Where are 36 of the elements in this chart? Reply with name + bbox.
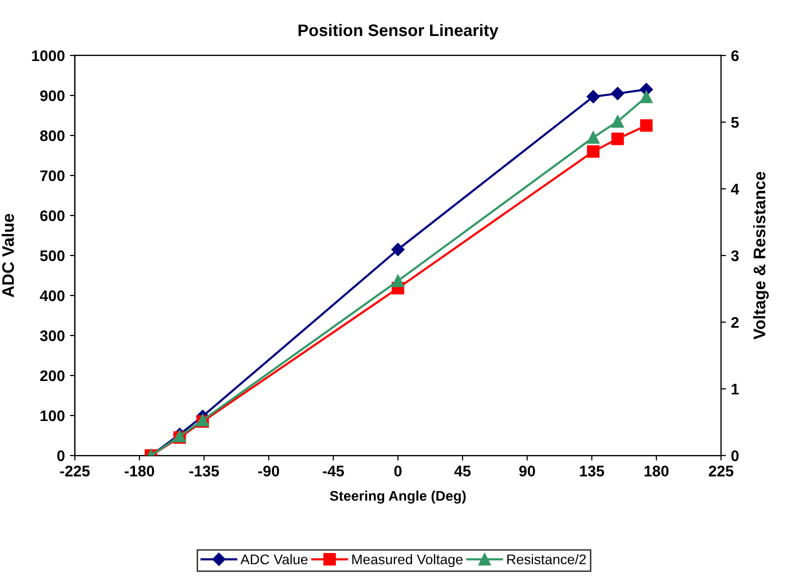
y-tick-label: 900 bbox=[40, 90, 65, 102]
y-tick-label: 1000 bbox=[32, 50, 65, 62]
y-axis-title: ADC Value bbox=[2, 214, 14, 298]
x-tick-label: 135 bbox=[580, 466, 604, 476]
y2-tick-label: 2 bbox=[731, 317, 739, 328]
y-tick-label: 600 bbox=[40, 210, 65, 222]
y2-axis-title: Voltage & Resistance bbox=[753, 172, 769, 340]
y2-tick-label: 5 bbox=[731, 117, 739, 128]
x-tick-label: 225 bbox=[708, 466, 734, 476]
x-tick-label: -45 bbox=[322, 466, 344, 476]
x-tick-label: 45 bbox=[454, 466, 471, 476]
legend-label: ADC Value bbox=[240, 554, 308, 564]
x-tick-label: 90 bbox=[519, 466, 536, 476]
chart-title: Position Sensor Linearity bbox=[298, 24, 498, 40]
y-tick-label: 0 bbox=[57, 450, 65, 462]
y2-tick-label: 1 bbox=[732, 384, 739, 394]
x-tick-label: -225 bbox=[60, 466, 90, 476]
legend-label: Resistance/2 bbox=[507, 554, 586, 564]
y2-tick-label: 0 bbox=[731, 450, 739, 462]
y2-tick-label: 3 bbox=[731, 250, 739, 262]
x-tick-label: -135 bbox=[189, 466, 219, 476]
y-tick-label: 500 bbox=[40, 250, 65, 262]
y2-tick-label: 4 bbox=[730, 184, 740, 194]
x-tick-label: -180 bbox=[124, 466, 154, 476]
x-tick-label: 0 bbox=[394, 466, 402, 476]
y-tick-label: 300 bbox=[40, 330, 65, 342]
y-tick-label: 100 bbox=[40, 410, 65, 422]
y-tick-label: 800 bbox=[40, 130, 65, 142]
y2-tick-label: 6 bbox=[731, 50, 739, 62]
x-tick-label: 180 bbox=[644, 466, 669, 476]
y-tick-label: 700 bbox=[40, 170, 65, 182]
x-axis-title: Steering Angle (Deg) bbox=[330, 490, 466, 504]
y-tick-label: 400 bbox=[40, 290, 65, 302]
legend-label: Measured Voltage bbox=[352, 554, 463, 568]
x-tick-label: -90 bbox=[258, 466, 280, 476]
y-tick-label: 200 bbox=[40, 370, 65, 382]
